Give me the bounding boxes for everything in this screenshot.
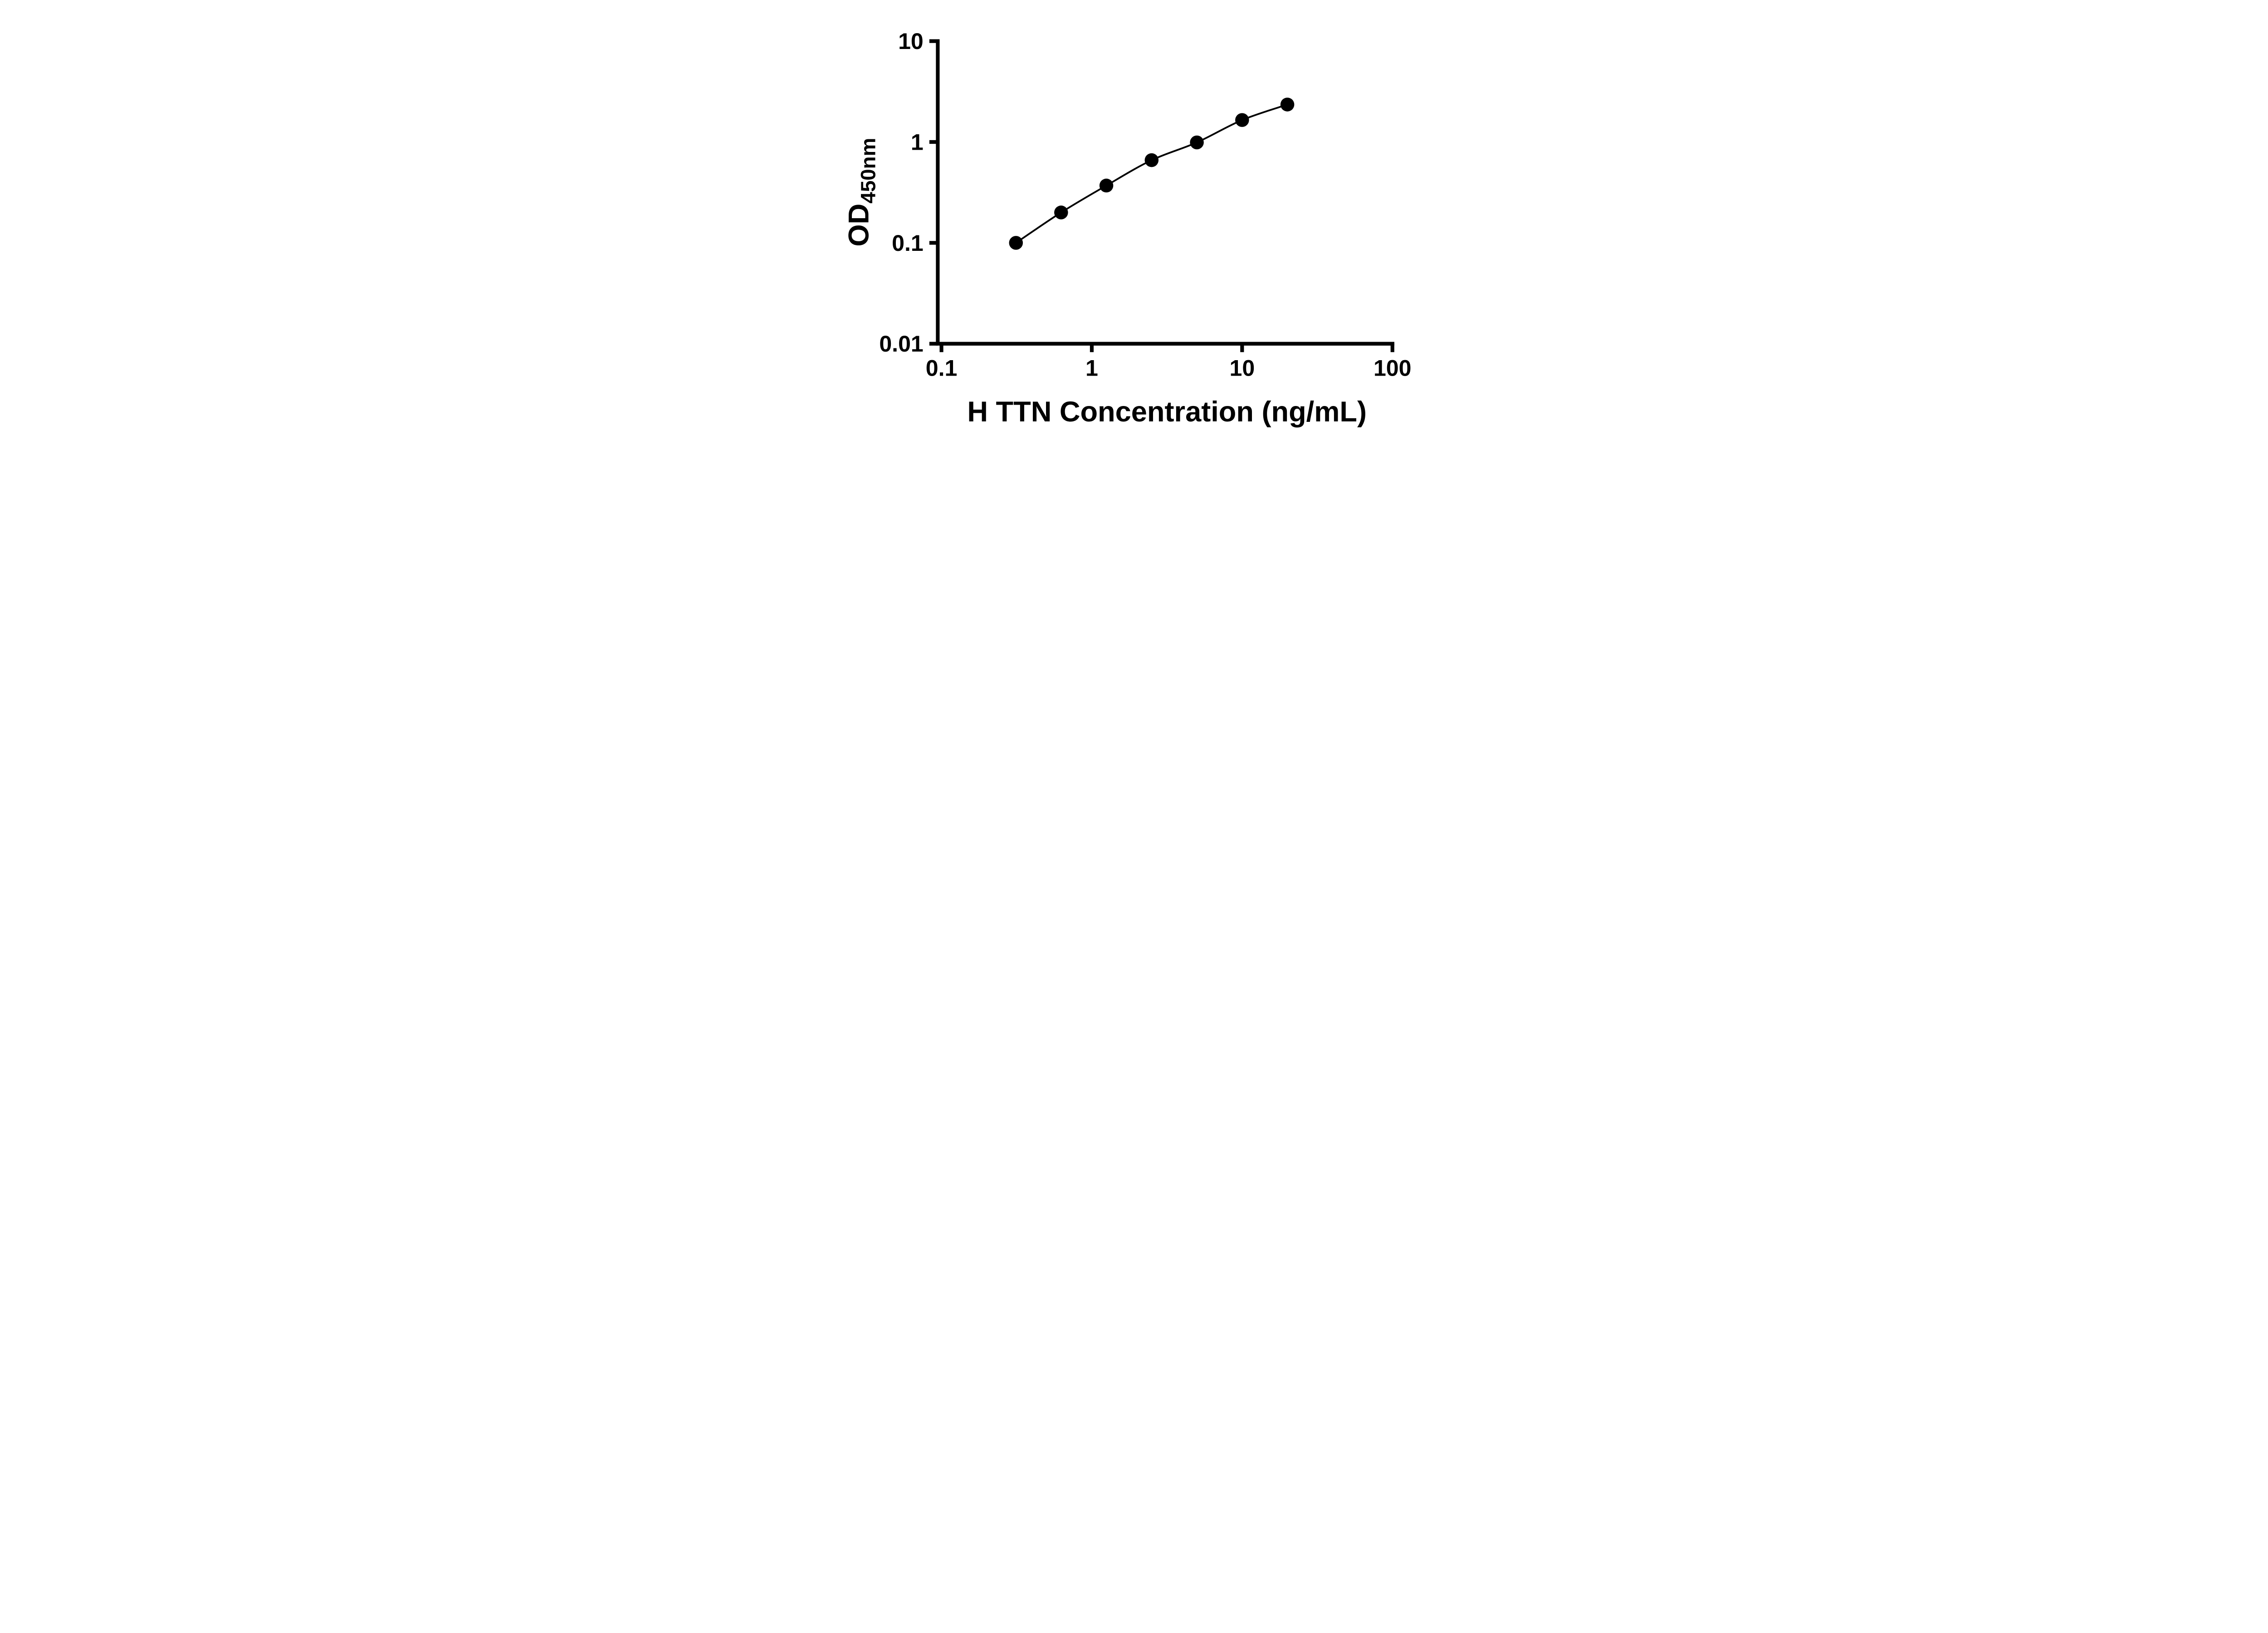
elisa-standard-curve-figure: 0.1 1 10 100 0.01 0.1 1 10 H TTN Concentration … (816, 0, 1452, 445)
y-tick-label: 1 (911, 129, 924, 155)
x-tick-label: 100 (1374, 356, 1412, 381)
y-tick-label: 10 (898, 29, 924, 54)
y-axis-title-subscript: 450nm (857, 138, 880, 204)
y-tick-label: 0.1 (892, 230, 924, 256)
data-point-marker (1054, 205, 1068, 220)
data-point-marker (1144, 153, 1159, 167)
series-layer (1009, 98, 1295, 250)
y-axis-title: OD450nm (843, 138, 880, 247)
x-tick-label: 10 (1229, 356, 1255, 381)
y-axis-title-main: OD (843, 204, 875, 247)
data-point-marker (1009, 236, 1023, 250)
x-tick-label: 0.1 (926, 356, 958, 381)
x-axis-title: H TTN Concentration (ng/mL) (967, 396, 1367, 428)
data-point-marker (1190, 135, 1204, 150)
y-tick-label: 0.01 (879, 331, 923, 357)
data-point-marker (1235, 113, 1249, 127)
fitted-curve-line (1015, 103, 1288, 244)
data-point-marker (1280, 98, 1295, 112)
x-tick-label: 1 (1085, 356, 1098, 381)
data-point-marker (1099, 178, 1114, 193)
axis-spine (936, 39, 1394, 346)
